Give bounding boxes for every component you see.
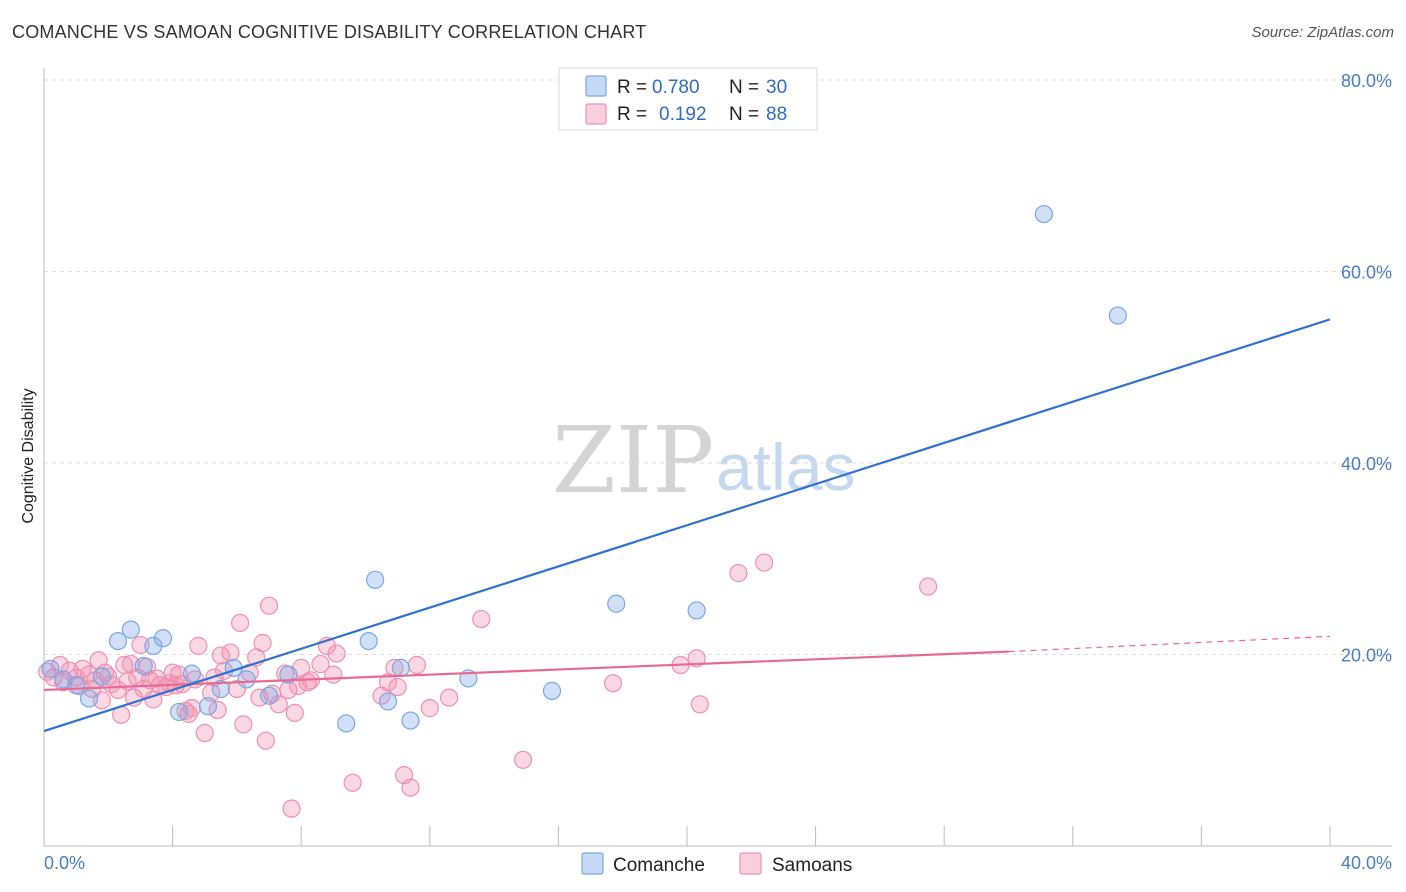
x-tick-label-40: 40.0% bbox=[1341, 853, 1392, 873]
x-tick-label-0: 0.0% bbox=[44, 853, 85, 873]
samoans-point bbox=[729, 564, 748, 583]
samoans-point bbox=[919, 577, 938, 596]
samoans-point bbox=[234, 715, 253, 734]
legend-box: R = 0.780 N = 30 R = 0.192 N = 88 bbox=[558, 67, 818, 131]
comanche-points bbox=[41, 204, 1127, 733]
trend-lines bbox=[43, 318, 1331, 733]
samoans-point bbox=[755, 553, 774, 572]
comanche-point bbox=[144, 636, 163, 655]
y-tick-label-20: 20.0% bbox=[1341, 646, 1392, 666]
bottom-legend: Comanche Samoans bbox=[581, 852, 852, 876]
comanche-point bbox=[359, 631, 378, 651]
legend-r-comanche: 0.780 bbox=[652, 77, 700, 98]
legend-swatch-comanche bbox=[585, 75, 607, 97]
samoans-point bbox=[259, 596, 279, 615]
comanche-trend-line bbox=[43, 318, 1331, 733]
samoans-point bbox=[311, 654, 330, 674]
samoans-point bbox=[603, 674, 623, 693]
samoans-point bbox=[439, 688, 459, 707]
comanche-point bbox=[401, 711, 420, 730]
comanche-point bbox=[687, 601, 706, 620]
comanche-point bbox=[92, 667, 111, 686]
comanche-point bbox=[1108, 306, 1127, 325]
samoans-point bbox=[298, 673, 317, 692]
legend-r-samoans: 0.192 bbox=[659, 104, 707, 125]
samoans-trend-line bbox=[43, 650, 1009, 692]
comanche-point bbox=[259, 686, 279, 705]
comanche-point bbox=[391, 658, 410, 678]
y-axis-tick-labels: 20.0% 40.0% 60.0% 80.0% bbox=[1341, 71, 1392, 666]
legend-n-label-comanche: N = bbox=[729, 77, 759, 98]
samoans-point bbox=[227, 679, 246, 699]
comanche-point bbox=[182, 664, 201, 683]
comanche-point bbox=[237, 670, 256, 689]
samoans-point bbox=[690, 695, 709, 714]
samoans-point bbox=[221, 643, 240, 662]
samoans-point bbox=[50, 655, 70, 675]
legend-r-label-comanche: R = bbox=[617, 77, 647, 98]
samoans-point bbox=[285, 703, 304, 723]
legend-n-comanche: 30 bbox=[766, 77, 787, 98]
samoans-point bbox=[279, 680, 298, 700]
samoans-point bbox=[388, 677, 407, 697]
comanche-point bbox=[108, 631, 128, 651]
samoans-point bbox=[189, 636, 208, 655]
legend-r-label-samoans: R = bbox=[617, 104, 647, 125]
samoans-point bbox=[343, 773, 362, 792]
comanche-point bbox=[607, 594, 626, 613]
comanche-point bbox=[366, 570, 385, 589]
samoans-point bbox=[282, 799, 301, 818]
comanche-point bbox=[378, 692, 398, 711]
comanche-point bbox=[279, 665, 298, 684]
samoans-point bbox=[687, 649, 706, 668]
comanche-point bbox=[67, 676, 86, 695]
comanche-point bbox=[169, 702, 189, 722]
watermark-atlas: atlas bbox=[716, 430, 855, 504]
x-axis-ticks bbox=[43, 826, 1331, 846]
bottom-legend-swatch-comanche bbox=[581, 852, 604, 875]
chart-title: COMANCHE VS SAMOAN COGNITIVE DISABILITY … bbox=[12, 22, 647, 42]
comanche-point bbox=[121, 620, 140, 639]
samoans-point bbox=[324, 665, 343, 684]
comanche-point bbox=[153, 629, 173, 648]
samoans-point bbox=[401, 778, 420, 797]
samoans-point bbox=[195, 723, 214, 743]
bottom-legend-label-samoans: Samoans bbox=[772, 855, 852, 876]
samoans-points bbox=[38, 553, 938, 818]
watermark-zip: ZIP bbox=[552, 407, 714, 514]
y-tick-label-80: 80.0% bbox=[1341, 71, 1392, 91]
comanche-point bbox=[337, 714, 356, 733]
comanche-point bbox=[198, 697, 218, 716]
samoans-point bbox=[420, 699, 439, 718]
samoans-point bbox=[131, 635, 150, 655]
comanche-point bbox=[79, 689, 99, 708]
samoans-point bbox=[256, 731, 275, 750]
samoans-trend-extension bbox=[1008, 635, 1331, 653]
samoans-point bbox=[231, 613, 250, 633]
legend-n-samoans: 88 bbox=[766, 104, 787, 125]
comanche-point bbox=[542, 681, 562, 700]
legend-swatch-samoans bbox=[585, 103, 607, 125]
bottom-legend-swatch-samoans bbox=[739, 852, 762, 875]
samoans-point bbox=[472, 609, 491, 629]
comanche-point bbox=[1034, 204, 1053, 224]
samoans-point bbox=[253, 633, 272, 653]
samoans-point bbox=[327, 644, 346, 663]
samoans-point bbox=[208, 700, 227, 720]
chart-source: Source: ZipAtlas.com bbox=[1251, 24, 1394, 41]
gridlines bbox=[44, 79, 1392, 655]
samoans-point bbox=[513, 750, 533, 769]
y-tick-label-60: 60.0% bbox=[1341, 263, 1392, 283]
samoans-point bbox=[407, 655, 427, 675]
bottom-legend-label-comanche: Comanche bbox=[613, 855, 705, 876]
comanche-point bbox=[211, 679, 230, 699]
legend-n-label-samoans: N = bbox=[729, 104, 759, 125]
y-tick-label-40: 40.0% bbox=[1341, 454, 1392, 474]
comanche-point bbox=[41, 659, 60, 678]
comanche-point bbox=[134, 656, 153, 676]
